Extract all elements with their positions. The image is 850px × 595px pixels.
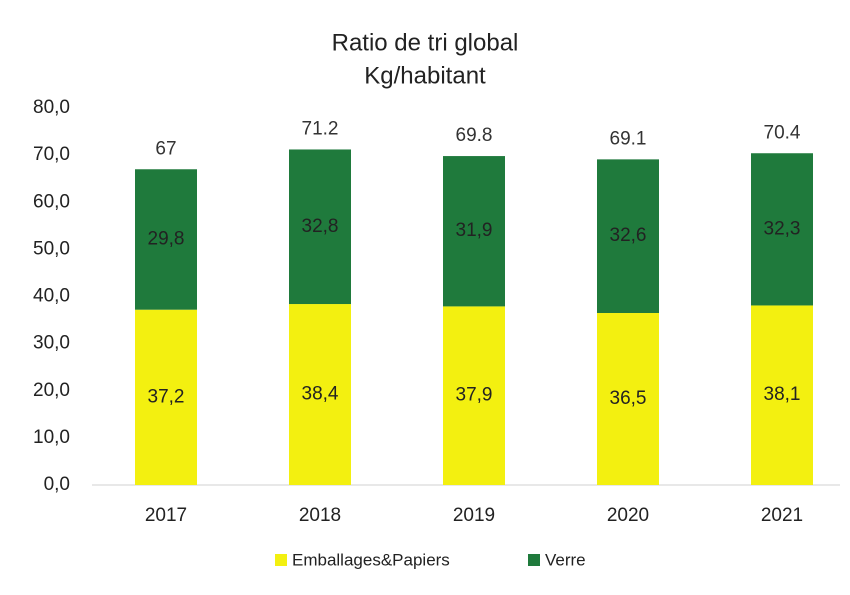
x-tick-label: 2018 — [299, 505, 341, 526]
bar-segment — [443, 306, 505, 485]
bar-segment — [597, 159, 659, 313]
y-tick-label: 70,0 — [33, 144, 70, 165]
data-label: 29,8 — [148, 228, 185, 249]
y-tick-label: 50,0 — [33, 238, 70, 259]
legend-label: Verre — [545, 550, 586, 569]
bar-segment — [289, 149, 351, 305]
data-label: 37,2 — [148, 386, 185, 407]
x-tick-label: 2021 — [761, 505, 803, 526]
bar-segment — [289, 304, 351, 485]
data-label: 38,4 — [302, 384, 339, 405]
x-tick-label: 2020 — [607, 505, 649, 526]
data-label: 32,6 — [610, 225, 647, 246]
x-tick-label: 2017 — [145, 505, 187, 526]
y-tick-label: 40,0 — [33, 286, 70, 307]
bar-segment — [597, 312, 659, 485]
y-tick-label: 80,0 — [33, 97, 70, 118]
bar-segment — [443, 156, 505, 307]
data-label: 32,3 — [764, 218, 801, 239]
y-tick-label: 30,0 — [33, 333, 70, 354]
y-tick-label: 20,0 — [33, 380, 70, 401]
y-tick-label: 60,0 — [33, 191, 70, 212]
bar-segment — [751, 153, 813, 306]
bar-segment — [135, 169, 197, 310]
data-label: 31,9 — [456, 220, 493, 241]
chart-title: Ratio de tri global — [332, 29, 519, 56]
bar-segment — [135, 309, 197, 485]
x-tick-label: 2019 — [453, 505, 495, 526]
bar-segment — [751, 305, 813, 485]
y-tick-label: 10,0 — [33, 427, 70, 448]
data-label: 36,5 — [610, 388, 647, 409]
legend-swatch — [275, 554, 287, 566]
y-tick-label: 0,0 — [44, 474, 70, 495]
chart-subtitle: Kg/habitant — [364, 62, 486, 89]
legend-swatch — [528, 554, 540, 566]
total-label: 70.4 — [764, 122, 801, 143]
total-label: 69.8 — [456, 125, 493, 146]
total-label: 67 — [155, 138, 176, 159]
total-label: 69.1 — [610, 128, 647, 149]
legend-label: Emballages&Papiers — [292, 550, 450, 569]
data-label: 32,8 — [302, 216, 339, 237]
data-label: 38,1 — [764, 384, 801, 405]
data-label: 37,9 — [456, 385, 493, 406]
total-label: 71.2 — [302, 118, 339, 139]
